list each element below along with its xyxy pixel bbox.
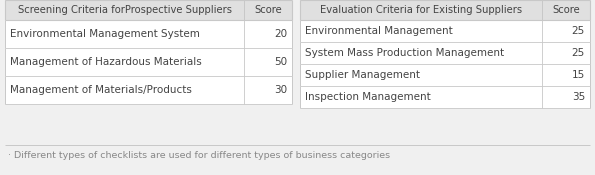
Text: 50: 50 xyxy=(274,57,287,67)
Text: 20: 20 xyxy=(274,29,287,39)
Text: Screening Criteria forProspective Suppliers: Screening Criteria forProspective Suppli… xyxy=(17,5,231,15)
Bar xyxy=(5,20,292,48)
Text: Inspection Management: Inspection Management xyxy=(305,92,431,102)
Text: Evaluation Criteria for Existing Suppliers: Evaluation Criteria for Existing Supplie… xyxy=(320,5,522,15)
Bar xyxy=(5,76,292,104)
Text: 25: 25 xyxy=(572,26,585,36)
Text: System Mass Production Management: System Mass Production Management xyxy=(305,48,504,58)
Text: Environmental Management System: Environmental Management System xyxy=(10,29,200,39)
Text: Score: Score xyxy=(552,5,580,15)
Text: 30: 30 xyxy=(274,85,287,95)
Text: · Different types of checklists are used for different types of business categor: · Different types of checklists are used… xyxy=(8,150,390,159)
Text: Management of Materials/Products: Management of Materials/Products xyxy=(10,85,192,95)
Bar xyxy=(300,42,590,64)
Bar xyxy=(300,20,590,42)
Text: 15: 15 xyxy=(572,70,585,80)
Text: 25: 25 xyxy=(572,48,585,58)
Bar xyxy=(300,86,590,108)
Text: Environmental Management: Environmental Management xyxy=(305,26,453,36)
Text: Score: Score xyxy=(254,5,282,15)
Text: Management of Hazardous Materials: Management of Hazardous Materials xyxy=(10,57,202,67)
Bar xyxy=(5,48,292,76)
Text: Supplier Management: Supplier Management xyxy=(305,70,420,80)
Text: 35: 35 xyxy=(572,92,585,102)
Bar xyxy=(300,0,590,20)
Bar xyxy=(300,64,590,86)
Bar xyxy=(5,0,292,20)
